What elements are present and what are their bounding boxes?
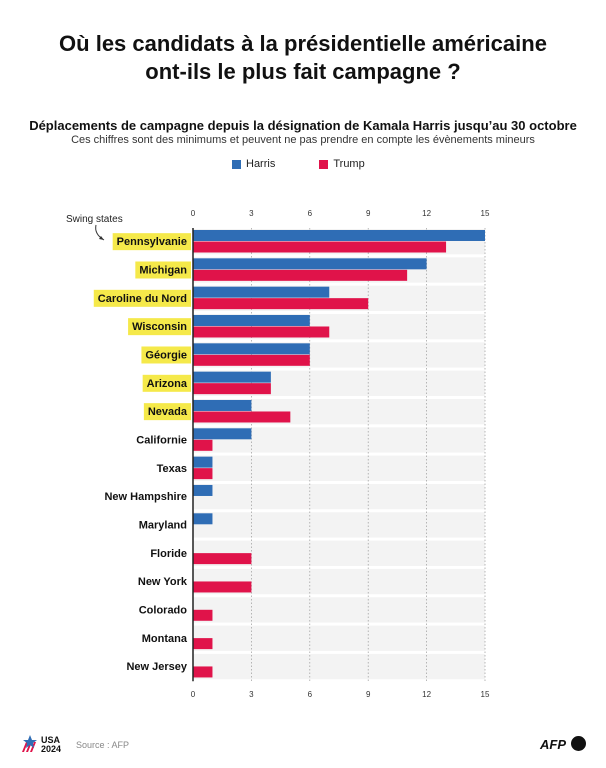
category-label: Arizona (147, 378, 188, 390)
x-tick-label: 15 (481, 690, 490, 699)
bar-harris (193, 456, 213, 468)
bar-harris (193, 371, 271, 383)
bar-trump (193, 354, 310, 366)
usa-logo-star (23, 735, 37, 748)
title-line-2: ont-ils le plus fait campagne ? (145, 59, 461, 84)
swing-state-highlight (143, 403, 191, 421)
bar-trump (193, 269, 408, 281)
bar-harris (193, 484, 213, 496)
legend-label: Harris (246, 158, 276, 170)
bar-trump (193, 439, 213, 451)
x-tick-label: 12 (422, 209, 431, 218)
title-line-1: Où les candidats à la présidentielle amé… (59, 31, 547, 56)
category-label: Pennsylvanie (117, 236, 187, 248)
category-label: Californie (136, 434, 187, 446)
bar-trump (193, 666, 213, 678)
annotation-arrowhead (99, 236, 104, 240)
x-tick-label: 0 (191, 209, 196, 218)
x-tick-label: 3 (249, 690, 254, 699)
category-label: Colorado (139, 604, 188, 616)
swing-state-highlight (135, 261, 191, 279)
x-tick-label: 12 (422, 690, 431, 699)
row-band (193, 483, 485, 510)
chart-subtitle: Ces chiffres sont des minimums et peuven… (71, 134, 535, 146)
category-label: Caroline du Nord (98, 293, 187, 305)
source-note: Source : AFP (76, 740, 130, 750)
bar-trump (193, 383, 271, 395)
category-label: New Hampshire (104, 491, 187, 503)
category-label: Michigan (139, 264, 187, 276)
afp-logo-dot (571, 736, 586, 751)
swing-states-annotation: Swing states (66, 214, 123, 225)
row-band (193, 625, 485, 651)
bar-trump (193, 326, 330, 338)
row-band (193, 512, 485, 538)
category-label: New York (138, 576, 188, 588)
category-label: Floride (150, 548, 187, 560)
bar-harris (193, 286, 330, 298)
category-label: Wisconsin (132, 321, 187, 333)
x-tick-label: 0 (191, 690, 196, 699)
x-tick-label: 3 (249, 209, 254, 218)
legend-swatch-harris (232, 159, 241, 169)
legend-swatch-trump (319, 159, 329, 169)
category-label: New Jersey (126, 661, 187, 673)
bar-harris (193, 230, 485, 241)
bar-trump (193, 581, 252, 593)
bar-trump (193, 241, 447, 253)
swing-state-highlight (93, 289, 191, 307)
x-tick-label: 15 (481, 209, 490, 218)
x-tick-label: 6 (308, 209, 313, 218)
category-label: Texas (157, 463, 187, 475)
bar-harris (193, 399, 252, 411)
category-label: Montana (142, 633, 188, 645)
annotation-arrow (95, 224, 105, 241)
legend-label: Trump (333, 158, 365, 170)
bar-harris (193, 343, 310, 355)
row-band (193, 653, 485, 680)
bar-trump (193, 468, 213, 480)
bar-harris (193, 513, 213, 525)
bar-trump (193, 553, 252, 565)
x-tick-label: 9 (366, 690, 371, 699)
usa-2024-logo: USA 2024 (41, 735, 62, 754)
category-label: Géorgie (145, 349, 187, 361)
bar-trump (193, 609, 213, 621)
swing-state-highlight (128, 318, 191, 336)
swing-state-highlight (142, 374, 191, 392)
bar-harris (193, 314, 310, 326)
row-band (193, 455, 485, 481)
row-band (193, 597, 485, 623)
bar-trump (193, 638, 213, 650)
legend-item-trump: Trump (319, 158, 365, 170)
bar-trump (193, 411, 291, 423)
swing-state-highlight (112, 233, 191, 251)
category-label: Maryland (139, 519, 187, 531)
bar-trump (193, 298, 369, 310)
swing-state-highlight (141, 346, 191, 364)
x-tick-label: 6 (308, 690, 313, 699)
legend: Harris Trump (232, 158, 365, 170)
chart-title: Déplacements de campagne depuis la désig… (29, 118, 577, 133)
x-tick-label: 9 (366, 209, 371, 218)
bar-harris (193, 428, 252, 440)
afp-logo: AFP (540, 737, 566, 752)
category-label: Nevada (148, 406, 188, 418)
legend-item-harris: Harris (232, 158, 275, 170)
page-title: Où les candidats à la présidentielle amé… (0, 30, 606, 86)
bar-harris (193, 258, 427, 270)
usa-logo-stripes (22, 742, 36, 752)
